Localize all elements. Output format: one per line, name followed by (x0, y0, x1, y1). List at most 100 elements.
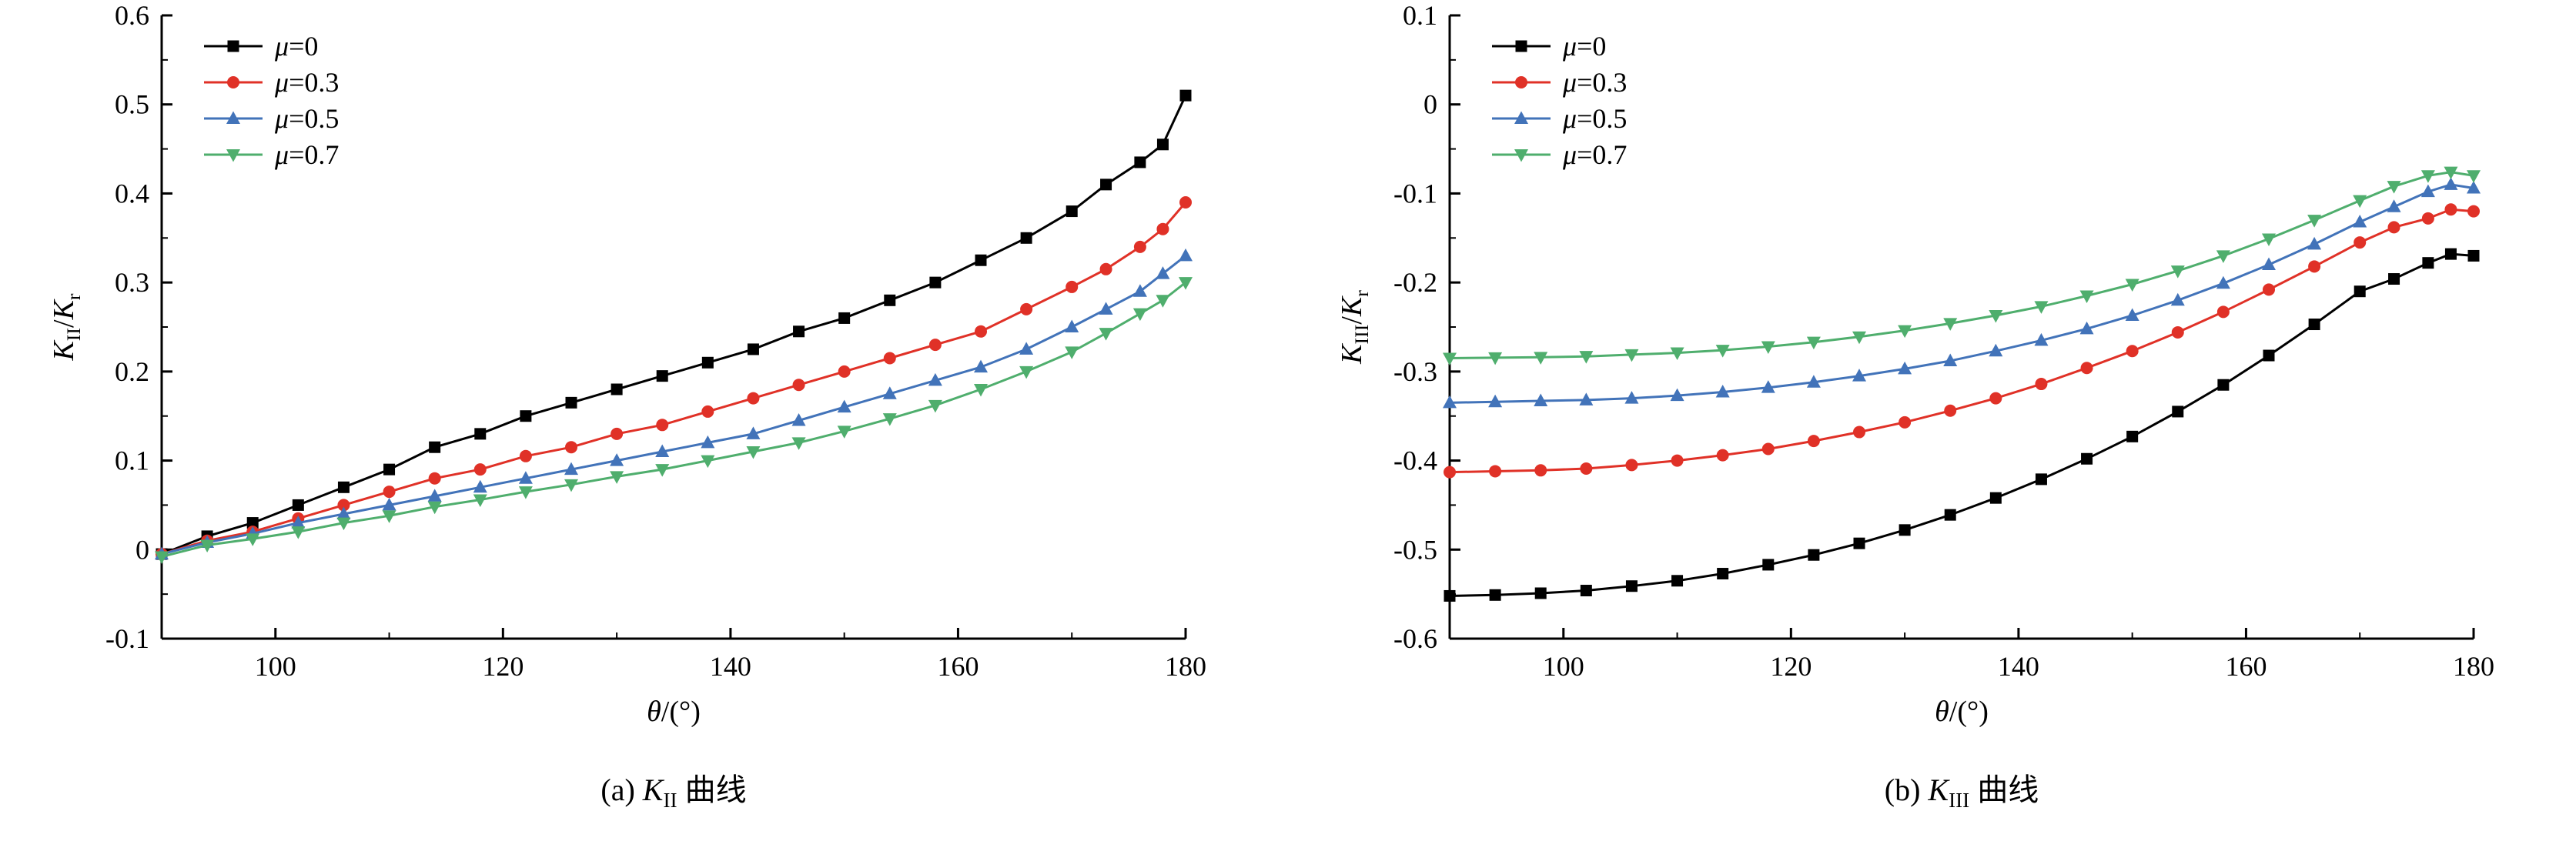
data-point (1020, 232, 1032, 244)
data-point (2307, 236, 2322, 250)
data-point (2079, 290, 2094, 303)
data-point (1132, 284, 1147, 297)
data-point (884, 294, 896, 306)
data-point (928, 399, 942, 413)
chart-a-caption: (a) KII 曲线 (601, 773, 747, 812)
data-point (336, 506, 351, 519)
data-point (1625, 459, 1638, 472)
data-point (1065, 319, 1079, 332)
data-point (2420, 170, 2435, 183)
x-tick-label: 120 (482, 651, 524, 682)
data-point (2079, 321, 2094, 335)
data-point (226, 111, 240, 124)
data-point (1534, 352, 1548, 365)
data-point (564, 462, 578, 476)
data-point (337, 481, 350, 493)
data-point (975, 254, 987, 266)
data-point (565, 396, 577, 409)
data-point (1943, 318, 1958, 331)
data-point (429, 441, 441, 453)
data-point (1065, 346, 1079, 359)
data-point (1807, 435, 1820, 448)
x-tick-label: 120 (1770, 651, 1812, 682)
data-point (1898, 361, 1912, 375)
legend-label: μ=0.3 (274, 67, 339, 98)
data-point (428, 472, 441, 485)
data-point (1808, 549, 1820, 561)
data-point (383, 463, 396, 476)
chart-b-y-axis-label: KIII/Kr (1336, 290, 1373, 364)
data-point (2308, 260, 2321, 273)
data-point (1019, 342, 1034, 355)
legend-label: μ=0.7 (1562, 139, 1627, 170)
y-tick-label: -0.3 (1393, 356, 1437, 387)
x-tick-label: 100 (255, 651, 296, 682)
data-point (610, 453, 624, 466)
data-point (974, 384, 988, 397)
data-point (2444, 177, 2458, 190)
data-point (1989, 309, 2003, 323)
data-point (2387, 199, 2401, 212)
data-point (382, 510, 396, 523)
x-tick-label: 180 (1165, 651, 1206, 682)
data-point (1580, 462, 1593, 475)
data-point (2444, 166, 2458, 180)
data-point (1156, 266, 1170, 279)
data-point (2467, 249, 2480, 262)
data-point (1579, 392, 1594, 405)
data-point (2126, 345, 2139, 358)
data-point (701, 435, 715, 449)
data-point (1099, 262, 1112, 275)
data-point (1066, 280, 1079, 293)
data-point (1671, 575, 1684, 587)
data-point (2444, 203, 2457, 216)
data-point (1670, 347, 1684, 361)
data-point (2172, 405, 2184, 418)
data-point (1899, 524, 1911, 536)
data-point (837, 425, 851, 439)
data-point (1514, 111, 1528, 124)
data-point (1443, 352, 1457, 365)
chart-b-figure: 100 120 140 160 180 -0.6 -0.5 -0.4 -0.3 -0.2 -0.1 0… (1288, 0, 2576, 851)
y-tick-label: -0.1 (105, 623, 149, 654)
data-point (1717, 568, 1729, 580)
data-point (1489, 465, 1502, 478)
data-point (1762, 559, 1775, 571)
data-point (2388, 273, 2400, 285)
y-tick-label: 0.5 (115, 89, 149, 120)
data-point (882, 386, 897, 399)
data-point (928, 339, 942, 352)
series-triangle-up (1443, 177, 2481, 409)
data-point (1156, 295, 1170, 308)
data-point (1133, 240, 1146, 253)
data-point (2216, 275, 2230, 289)
data-point (791, 437, 806, 450)
data-point (2307, 215, 2322, 228)
data-point (2262, 257, 2276, 270)
data-point (928, 372, 942, 386)
data-point (2034, 301, 2049, 314)
x-tick-label: 140 (710, 651, 751, 682)
data-point (226, 149, 240, 162)
legend-label: μ=0.5 (1562, 103, 1627, 134)
data-point (382, 497, 396, 511)
data-point (747, 343, 759, 355)
data-point (2387, 221, 2400, 234)
data-point (1534, 587, 1547, 599)
data-point (1488, 352, 1503, 365)
data-point (565, 441, 577, 454)
data-point (701, 405, 714, 418)
data-point (2387, 181, 2401, 194)
data-point (1179, 277, 1193, 290)
chart-b-x-axis-label: θ/(°) (1935, 696, 1989, 728)
data-point (473, 463, 487, 476)
data-point (1715, 384, 1730, 398)
data-point (1806, 375, 1821, 388)
data-point (2125, 308, 2139, 321)
data-point (2262, 233, 2276, 246)
data-point (518, 486, 533, 499)
y-tick-label: 0.6 (115, 0, 149, 31)
data-point (2125, 279, 2139, 292)
data-point (2467, 170, 2481, 183)
